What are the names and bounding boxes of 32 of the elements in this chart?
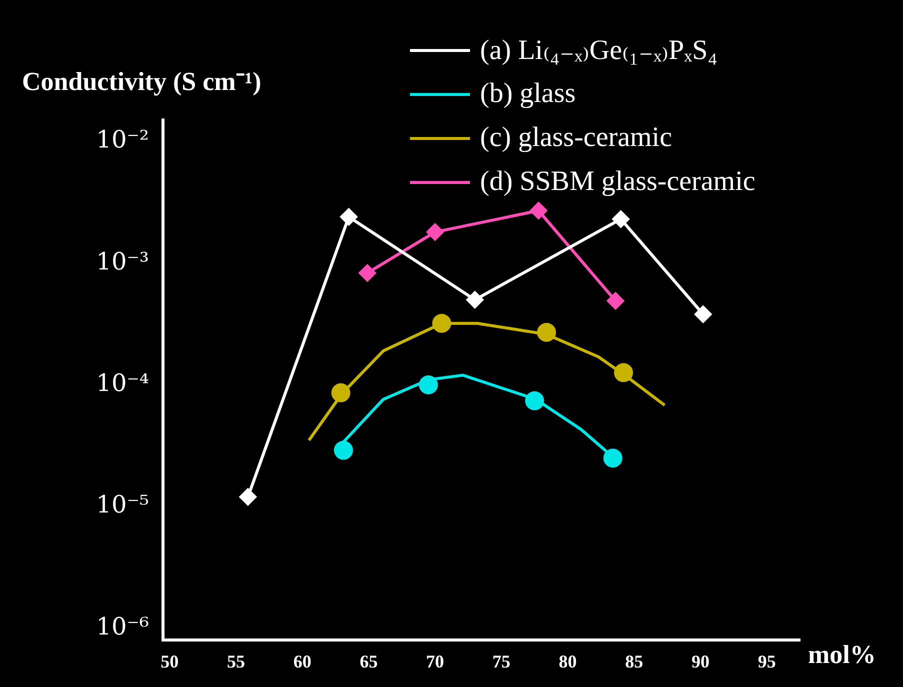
- point: [426, 224, 444, 241]
- point: [612, 210, 630, 228]
- point: [358, 264, 376, 282]
- point: [466, 291, 484, 308]
- legend-label: (c) glass-ceramic: [480, 122, 672, 154]
- point: [239, 488, 256, 506]
- x-tick-label: 85: [625, 651, 644, 672]
- legend-label: (a) Li₍₄₋ₓ₎Ge₍₁₋ₓ₎PₓS₄: [480, 34, 718, 67]
- point: [694, 306, 712, 323]
- legend-label: (d) SSBM glass-ceramic: [480, 166, 756, 198]
- point: [340, 208, 358, 226]
- y-tick-label: 10⁻⁴: [96, 369, 149, 398]
- x-tick-label: 55: [226, 651, 245, 672]
- point: [530, 202, 548, 220]
- x-tick-label: 95: [758, 651, 776, 672]
- x-tick-label: 65: [360, 651, 378, 672]
- point: [603, 448, 622, 468]
- point: [607, 292, 624, 310]
- y-tick-label: 10⁻⁵: [96, 490, 149, 519]
- x-tick-label: 50: [160, 651, 179, 672]
- y-axis-title: Conductivity (S cm⁻¹): [22, 66, 262, 98]
- point: [334, 440, 353, 460]
- x-tick-label: 60: [293, 651, 312, 672]
- y-tick-label: 10⁻³: [96, 247, 149, 276]
- legend-label: (b) glass: [480, 78, 576, 110]
- y-tick-label: 10⁻⁶: [96, 612, 149, 640]
- x-axis-title: mol%: [808, 640, 876, 670]
- y-tick-label: 10⁻²: [96, 126, 149, 154]
- x-tick-label: 90: [691, 651, 710, 672]
- x-tick-label: 80: [558, 651, 577, 672]
- x-tick-label: 75: [492, 651, 510, 672]
- x-tick-label: 70: [426, 651, 444, 672]
